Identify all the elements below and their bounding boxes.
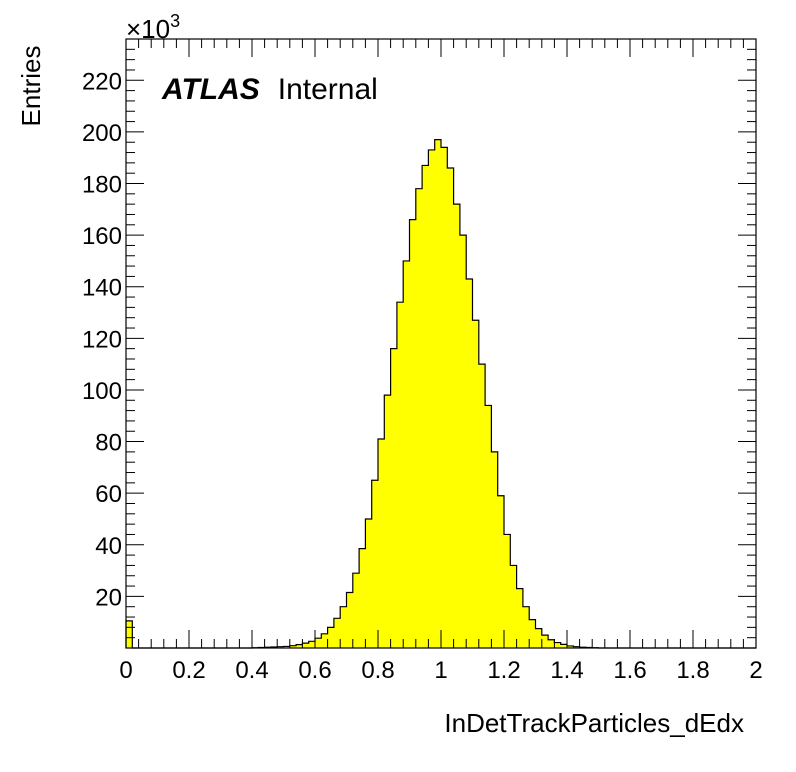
x-tick-label: 2 — [749, 657, 762, 684]
histogram-bar — [365, 518, 373, 648]
histogram-bar — [459, 235, 467, 648]
histogram-bar — [333, 618, 341, 648]
x-tick-label: 1.8 — [676, 657, 709, 684]
plot-frame — [125, 38, 757, 649]
histogram-bars — [126, 139, 599, 649]
histogram-bar — [497, 495, 505, 648]
histogram-bar — [340, 606, 347, 648]
histogram-bar — [283, 646, 291, 648]
x-axis-title: InDetTrackParticles_dEdx — [444, 708, 744, 738]
histogram-bar — [516, 588, 524, 648]
x-tick-labels: 0 0.2 0.4 0.6 0.8 1 1.2 1.4 1.6 1.8 2 — [119, 657, 762, 684]
y-tick-label: 20 — [95, 584, 122, 611]
histogram-bar — [321, 633, 328, 648]
histogram-bar — [403, 260, 410, 648]
histogram-bar — [529, 619, 536, 648]
histogram-bar — [447, 168, 454, 648]
histogram-bar — [378, 438, 385, 648]
histogram-bar — [126, 620, 133, 648]
histogram-bar — [453, 204, 461, 648]
y-tick-label: 160 — [82, 223, 122, 250]
histogram-bar — [346, 592, 354, 648]
atlas-label-status: Internal — [278, 73, 378, 106]
histogram-bar — [409, 219, 417, 648]
histogram-bar — [491, 451, 499, 648]
y-tick-label: 120 — [82, 326, 122, 353]
histogram-bar — [541, 635, 549, 648]
histogram-bar — [573, 646, 580, 648]
histogram-bar — [510, 565, 517, 648]
x-tick-label: 1.6 — [613, 657, 646, 684]
atlas-label: ATLAS Internal — [161, 73, 378, 106]
x-tick-label: 1.2 — [487, 657, 520, 684]
histogram-bar — [485, 405, 492, 648]
histogram-bar — [384, 395, 391, 648]
x-tick-label: 0.4 — [235, 657, 268, 684]
multiplier-exponent: 3 — [170, 11, 180, 31]
y-tick-label: 40 — [95, 533, 122, 560]
y-tick-label: 180 — [82, 172, 122, 199]
histogram-bar — [352, 573, 360, 648]
histogram-bar — [548, 639, 555, 648]
histogram-bar — [441, 147, 448, 648]
atlas-label-experiment: ATLAS — [161, 73, 260, 106]
y-tick-label: 200 — [82, 120, 122, 147]
histogram-bar — [327, 627, 335, 648]
histogram-bar — [422, 165, 429, 648]
axis-ticks — [125, 39, 757, 648]
histogram-bar — [567, 645, 574, 648]
histogram-bar — [466, 278, 473, 648]
x-tick-label: 0 — [119, 657, 132, 684]
multiplier-base: ×10 — [126, 14, 170, 44]
y-tick-labels: 20 40 60 80 100 120 140 160 180 200 220 — [82, 68, 122, 611]
histogram-bar — [472, 320, 480, 648]
histogram-bar — [296, 644, 303, 648]
y-tick-label: 80 — [95, 430, 122, 457]
histogram-bar — [302, 643, 310, 648]
histogram-bar — [359, 548, 366, 648]
y-axis-title: Entries — [16, 46, 46, 127]
histogram-bar — [390, 348, 398, 648]
histogram-bar — [522, 606, 530, 648]
histogram-bar — [277, 646, 284, 648]
histogram-bar — [371, 480, 379, 648]
x-tick-label: 0.6 — [298, 657, 331, 684]
histogram-bar — [315, 638, 322, 648]
histogram-bar — [554, 642, 562, 648]
histogram-bar — [289, 645, 297, 648]
y-tick-label: 100 — [82, 378, 122, 405]
histogram-bar — [478, 364, 486, 648]
histogram-bar — [308, 641, 316, 648]
x-tick-label: 0.2 — [172, 657, 205, 684]
histogram-bar — [434, 139, 442, 648]
histogram-bar — [535, 628, 543, 648]
histogram-bar — [428, 149, 436, 648]
histogram-bar — [560, 644, 568, 648]
y-tick-label: 220 — [82, 68, 122, 95]
x-tick-label: 1 — [434, 657, 447, 684]
y-axis-multiplier: ×103 — [126, 11, 180, 44]
histogram-bar — [396, 302, 404, 648]
y-tick-label: 140 — [82, 275, 122, 302]
histogram-bar — [415, 188, 423, 649]
histogram-bar — [504, 534, 511, 648]
x-tick-label: 1.4 — [550, 657, 583, 684]
x-tick-label: 0.8 — [361, 657, 394, 684]
y-tick-label: 60 — [95, 481, 122, 508]
